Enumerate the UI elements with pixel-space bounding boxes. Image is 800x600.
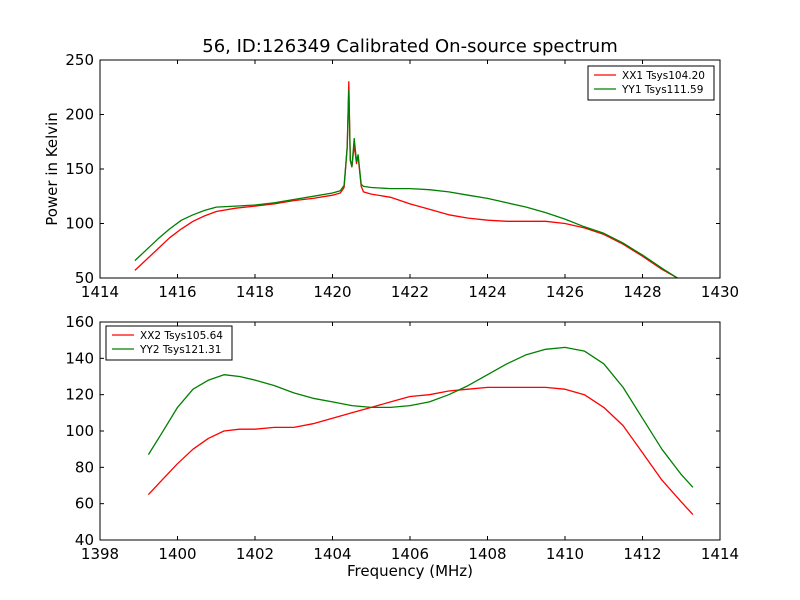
x-tick-label: 1420 xyxy=(313,283,351,301)
x-tick-label: 1428 xyxy=(623,283,661,301)
x-tick-label: 1406 xyxy=(391,545,429,563)
y-tick-label: 200 xyxy=(65,106,94,124)
x-tick-label: 1414 xyxy=(81,283,119,301)
x-tick-label: 1398 xyxy=(81,545,119,563)
y-tick-label: 60 xyxy=(75,495,94,513)
legend-label-yy: YY2 Tsys121.31 xyxy=(139,344,221,356)
x-tick-label: 1424 xyxy=(468,283,506,301)
y-tick-label: 250 xyxy=(65,51,94,69)
x-tick-label: 1400 xyxy=(158,545,196,563)
x-tick-label: 1412 xyxy=(623,545,661,563)
x-tick-label: 1408 xyxy=(468,545,506,563)
y-tick-label: 120 xyxy=(65,386,94,404)
y-axis-label: Power in Kelvin xyxy=(43,112,61,226)
y-tick-label: 150 xyxy=(65,160,94,178)
series-line-xx xyxy=(147,386,694,516)
series-line-yy xyxy=(147,346,694,488)
series-line-yy xyxy=(134,89,678,278)
x-tick-label: 1402 xyxy=(236,545,274,563)
x-tick-label: 1418 xyxy=(236,283,274,301)
x-tick-label: 1410 xyxy=(546,545,584,563)
legend: XX2 Tsys105.64 YY2 Tsys121.31 xyxy=(105,325,233,361)
top-spectrum-panel: 56, ID:126349 Calibrated On-source spect… xyxy=(43,36,739,301)
x-tick-label: 1404 xyxy=(313,545,351,563)
y-tick-label: 100 xyxy=(65,422,94,440)
legend-label-yy: YY1 Tsys111.59 xyxy=(621,84,703,96)
legend-box xyxy=(587,65,715,101)
y-tick-label: 80 xyxy=(75,458,94,476)
x-tick-label: 1416 xyxy=(158,283,196,301)
bottom-spectrum-panel: Frequency (MHz) 1398 1400 1402 1404 1406 1408… xyxy=(65,313,739,580)
y-tick-label: 160 xyxy=(65,313,94,331)
x-axis-label: Frequency (MHz) xyxy=(347,562,473,580)
series-lines xyxy=(134,81,678,278)
x-tick-label: 1414 xyxy=(701,545,739,563)
y-tick-label: 140 xyxy=(65,349,94,367)
x-tick-label: 1422 xyxy=(391,283,429,301)
legend: XX1 Tsys104.20 YY1 Tsys111.59 xyxy=(587,65,715,101)
legend-label-xx: XX1 Tsys104.20 xyxy=(622,70,705,82)
series-lines xyxy=(147,346,694,516)
chart-title: 56, ID:126349 Calibrated On-source spect… xyxy=(202,36,618,57)
y-tick-label: 100 xyxy=(65,215,94,233)
y-tick-label: 50 xyxy=(75,269,94,287)
y-tick-label: 40 xyxy=(75,531,94,549)
x-tick-label: 1430 xyxy=(701,283,739,301)
x-tick-label: 1426 xyxy=(546,283,584,301)
legend-label-xx: XX2 Tsys105.64 xyxy=(140,330,223,342)
series-line-xx xyxy=(134,81,678,278)
legend-box xyxy=(105,325,233,361)
